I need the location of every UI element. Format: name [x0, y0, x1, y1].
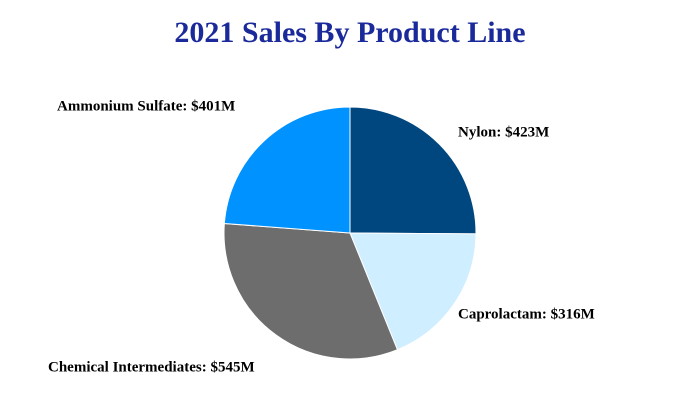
- slice-label: Ammonium Sulfate: $401M: [57, 98, 235, 114]
- pie-slice: [349, 232, 477, 351]
- pie-slice: [223, 106, 351, 234]
- slice-label: Nylon: $423M: [458, 124, 549, 140]
- slice-label: Chemical Intermediates: $545M: [48, 359, 255, 375]
- slice-label: Caprolactam: $316M: [458, 306, 595, 322]
- pie-slice: [223, 222, 399, 360]
- chart-title: 2021 Sales By Product Line: [174, 16, 525, 49]
- pie-slice: [349, 106, 477, 235]
